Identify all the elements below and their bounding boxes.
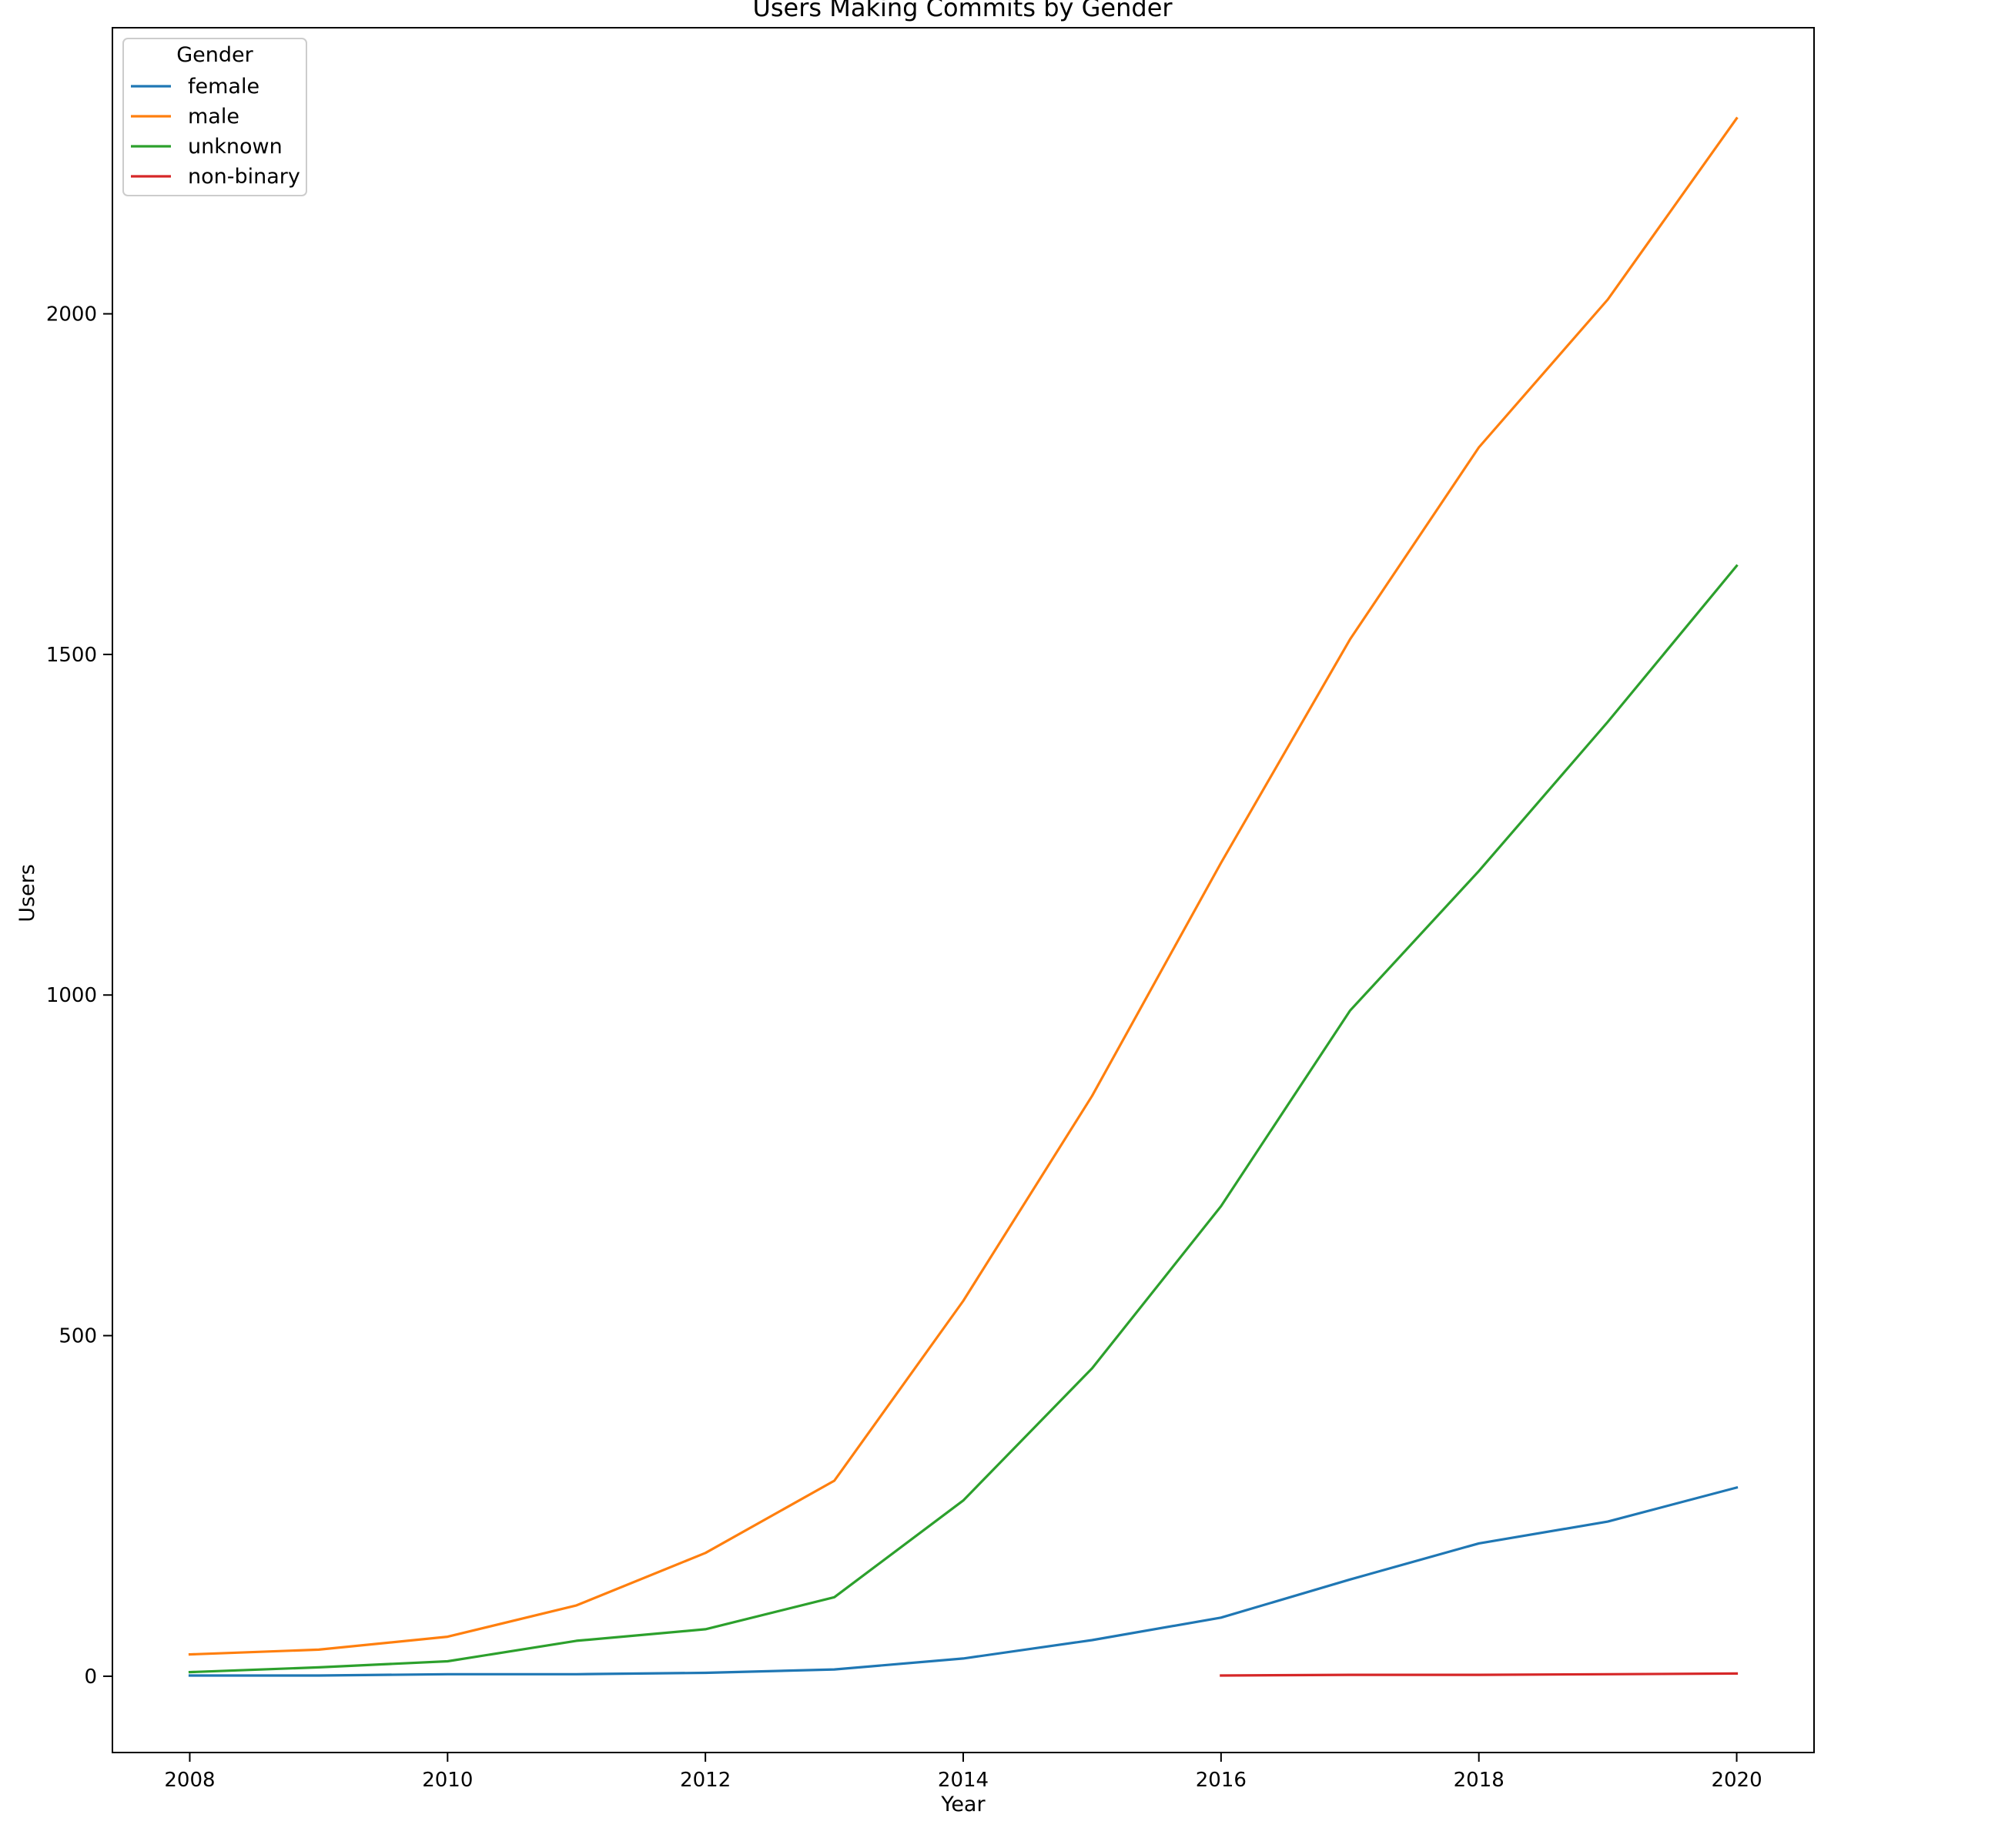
legend-entries: female male unknown non-binary	[131, 75, 300, 189]
series-layer	[188, 116, 1739, 1677]
x-axis: 2008 2010 2012 2014 2016 2018 2020	[164, 1753, 1762, 1792]
series-line-female	[188, 1485, 1739, 1677]
y-tick-label: 2000	[46, 303, 97, 326]
legend: Gender female male unknown non-binary	[122, 38, 307, 196]
plot-area	[112, 27, 1815, 1753]
legend-label-male: male	[188, 105, 239, 129]
y-axis: 0 500 1000 1500 2000	[46, 303, 112, 1689]
legend-label-female: female	[188, 75, 259, 99]
legend-frame	[122, 38, 307, 196]
x-tick-label: 2018	[1454, 1769, 1505, 1792]
x-tick-label: 2016	[1196, 1769, 1247, 1792]
x-axis-label: Year	[940, 1793, 986, 1816]
x-tick-label: 2012	[680, 1769, 731, 1792]
y-tick-label: 1000	[46, 984, 97, 1007]
x-tick-label: 2020	[1711, 1769, 1762, 1792]
y-tick-label: 0	[84, 1666, 97, 1689]
legend-title: Gender	[176, 43, 253, 67]
x-tick-label: 2008	[164, 1769, 215, 1792]
series-line-non-binary	[1220, 1672, 1739, 1677]
y-tick-label: 500	[59, 1325, 97, 1348]
series-line-male	[188, 116, 1739, 1656]
x-tick-label: 2014	[938, 1769, 989, 1792]
legend-label-non-binary: non-binary	[188, 165, 300, 189]
y-tick-label: 1500	[46, 644, 97, 667]
x-tick-label: 2010	[422, 1769, 473, 1792]
plot-frame	[112, 27, 1815, 1753]
chart-title: Users Making Commits by Gender	[752, 0, 1173, 22]
y-axis-label: Users	[15, 864, 39, 922]
legend-label-unknown: unknown	[188, 135, 283, 159]
series-line-unknown	[188, 564, 1739, 1674]
